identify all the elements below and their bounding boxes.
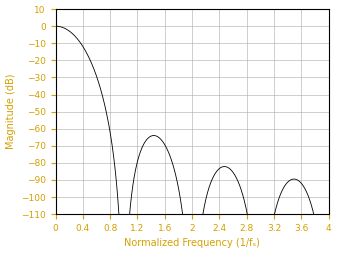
Y-axis label: Magnitude (dB): Magnitude (dB) xyxy=(5,74,16,149)
X-axis label: Normalized Frequency (1/fₛ): Normalized Frequency (1/fₛ) xyxy=(124,239,260,248)
